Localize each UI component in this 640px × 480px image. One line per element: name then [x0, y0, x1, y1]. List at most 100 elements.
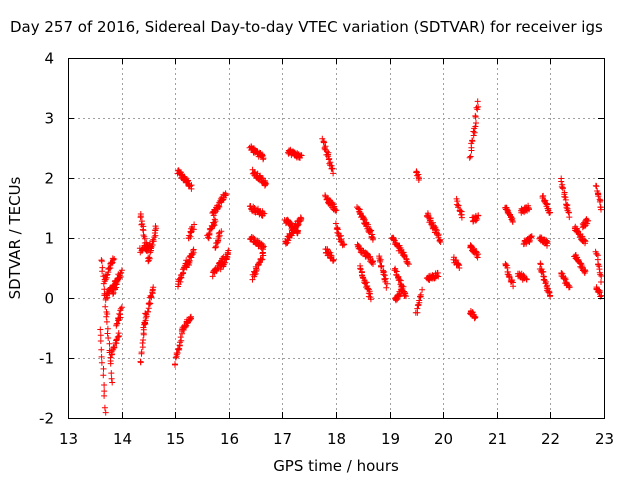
- x-tick-label: 18: [327, 430, 346, 448]
- data-point: [542, 278, 549, 285]
- data-point: [394, 296, 401, 303]
- data-point: [582, 238, 589, 245]
- data-point: [142, 320, 148, 327]
- data-point: [390, 236, 397, 243]
- data-point: [118, 267, 125, 274]
- x-tick-label: 21: [488, 430, 507, 448]
- data-point: [370, 261, 376, 267]
- x-tick-label: 20: [434, 430, 453, 448]
- x-tick-label: 23: [595, 430, 614, 448]
- data-point: [416, 297, 423, 304]
- data-point: [523, 276, 530, 283]
- data-point: [598, 292, 605, 299]
- data-point: [216, 232, 223, 239]
- x-tick-label: 15: [166, 430, 185, 448]
- y-tick-label: -1: [39, 350, 54, 368]
- data-point: [559, 185, 566, 192]
- data-point: [380, 268, 387, 275]
- data-point: [508, 278, 515, 285]
- data-point: [148, 243, 155, 250]
- data-point: [475, 212, 482, 219]
- data-point: [369, 236, 376, 243]
- data-point: [295, 227, 301, 234]
- data-point: [474, 215, 481, 222]
- data-point: [206, 231, 213, 238]
- data-point: [509, 219, 516, 225]
- data-point: [114, 320, 121, 327]
- data-point: [218, 228, 225, 235]
- data-point: [425, 211, 432, 218]
- data-point: [327, 252, 334, 259]
- data-point: [97, 326, 104, 333]
- data-point: [383, 284, 390, 291]
- data-point: [436, 236, 443, 243]
- data-point: [97, 338, 104, 344]
- data-point: [403, 293, 409, 300]
- y-tick-labels: -2 -1 0 1 2 3 4: [39, 50, 54, 428]
- axis-ticks: [68, 58, 605, 419]
- data-point: [544, 282, 550, 289]
- data-point: [102, 303, 109, 310]
- data-point: [466, 154, 473, 161]
- data-point: [367, 296, 374, 303]
- data-point: [378, 263, 385, 269]
- data-point: [329, 165, 336, 172]
- data-point: [100, 372, 107, 379]
- data-point: [419, 286, 426, 293]
- data-point: [544, 201, 550, 208]
- data-point: [105, 335, 112, 341]
- data-point: [417, 291, 424, 298]
- data-point: [108, 370, 115, 377]
- data-point: [152, 232, 159, 239]
- grid: [68, 58, 604, 418]
- data-point: [188, 182, 195, 189]
- data-point: [320, 139, 327, 146]
- data-point: [103, 313, 110, 320]
- data-point: [432, 226, 439, 233]
- x-tick-label: 16: [220, 430, 239, 448]
- data-point: [510, 283, 517, 290]
- data-point: [377, 258, 384, 265]
- data-point: [137, 214, 144, 221]
- data-point: [469, 138, 476, 145]
- data-point: [177, 334, 184, 341]
- y-tick-label: -2: [39, 410, 54, 428]
- data-point: [148, 293, 155, 300]
- data-point: [506, 273, 513, 280]
- data-point: [565, 282, 572, 289]
- data-point: [260, 210, 267, 216]
- data-point: [187, 182, 194, 189]
- data-point: [150, 284, 157, 291]
- data-point: [98, 346, 105, 353]
- data-point: [458, 214, 465, 221]
- data-point: [109, 379, 116, 386]
- data-point: [108, 375, 115, 382]
- y-tick-label: 4: [44, 50, 54, 68]
- data-point: [191, 221, 198, 228]
- data-point: [597, 197, 604, 204]
- data-point: [298, 152, 305, 159]
- data-point: [174, 346, 181, 353]
- data-point: [455, 202, 462, 209]
- data-point: [596, 269, 603, 276]
- data-point: [475, 251, 482, 258]
- data-point: [98, 258, 105, 265]
- data-point: [217, 266, 224, 273]
- data-point: [260, 252, 267, 259]
- data-point: [558, 178, 565, 185]
- data-point: [138, 349, 145, 356]
- data-point: [396, 276, 403, 283]
- data-point: [215, 237, 222, 244]
- data-point: [187, 315, 194, 322]
- data-point: [97, 332, 104, 339]
- data-point: [107, 360, 114, 367]
- data-point: [116, 333, 123, 339]
- data-point: [579, 263, 586, 270]
- data-point: [108, 260, 115, 267]
- data-point: [435, 232, 442, 239]
- data-point: [472, 114, 479, 120]
- data-point: [172, 354, 179, 361]
- data-point: [543, 239, 550, 246]
- data-point: [261, 210, 268, 217]
- data-point: [187, 314, 194, 321]
